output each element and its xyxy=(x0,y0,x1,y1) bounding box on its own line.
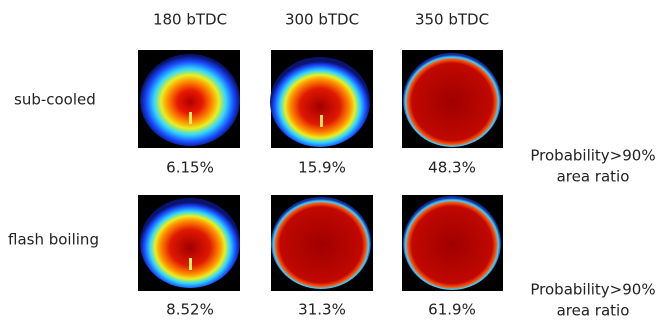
note: Probability>90% xyxy=(530,147,655,165)
area-value: 6.15% xyxy=(166,159,214,177)
page: {"columns": ["180 bTDC", "300 bTDC", "35… xyxy=(0,0,665,320)
column-header: 350 bTDC xyxy=(415,11,489,29)
heatmap xyxy=(402,195,503,291)
note: area ratio xyxy=(557,168,630,186)
row-label: flash boiling xyxy=(8,231,99,249)
note: area ratio xyxy=(557,302,630,320)
area-value: 61.9% xyxy=(428,301,476,319)
column-header: 300 bTDC xyxy=(285,11,359,29)
area-value: 31.3% xyxy=(298,301,346,319)
column-header: 180 bTDC xyxy=(153,11,227,29)
row-label: sub-cooled xyxy=(14,91,96,109)
area-value: 48.3% xyxy=(428,159,476,177)
heatmap xyxy=(270,50,373,148)
area-value: 8.52% xyxy=(166,301,214,319)
heatmap xyxy=(271,195,373,291)
heatmap xyxy=(402,50,503,148)
area-value: 15.9% xyxy=(298,159,346,177)
note: Probability>90% xyxy=(530,281,655,299)
heatmap xyxy=(138,50,240,148)
heatmap xyxy=(138,195,240,291)
figure: 180 bTDC 300 bTDC 350 bTDC sub-cooled fl… xyxy=(0,0,665,320)
